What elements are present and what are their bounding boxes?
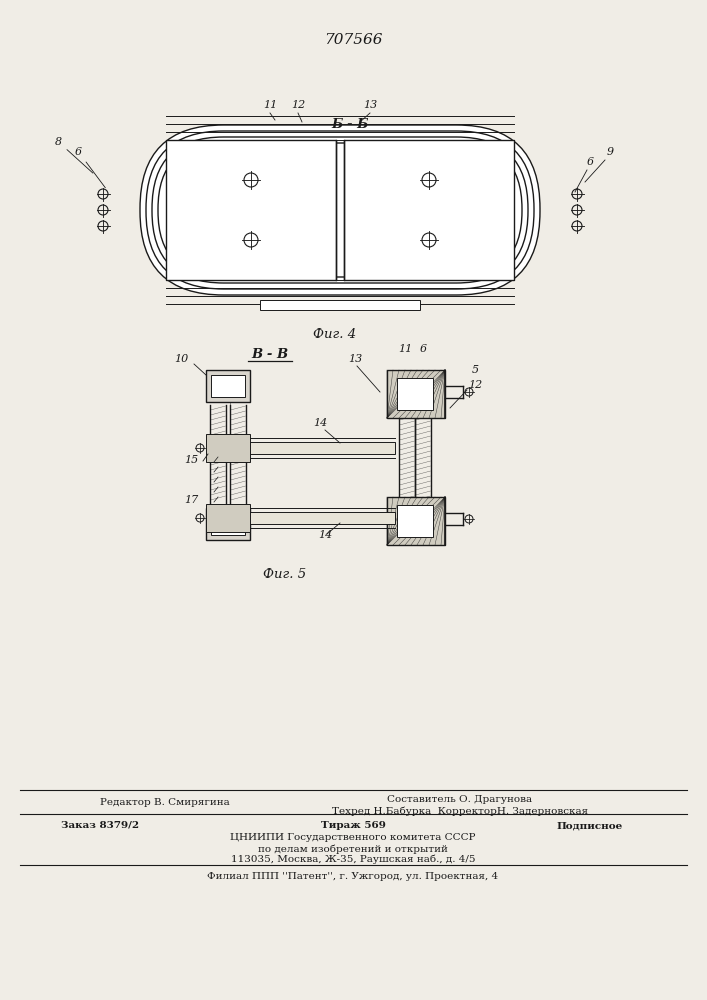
Bar — [240, 512, 395, 524]
FancyBboxPatch shape — [140, 125, 540, 295]
Text: по делам изобретений и открытий: по делам изобретений и открытий — [258, 844, 448, 854]
Text: 14: 14 — [313, 418, 327, 428]
Text: 6: 6 — [75, 147, 105, 188]
Bar — [206, 504, 250, 532]
Text: 10: 10 — [174, 354, 188, 364]
Bar — [387, 497, 445, 545]
Bar — [211, 375, 245, 397]
Text: 8: 8 — [55, 137, 93, 173]
Bar — [397, 378, 433, 410]
Text: В - В: В - В — [252, 349, 288, 361]
Text: ЦНИИПИ Государственного комитета СССР: ЦНИИПИ Государственного комитета СССР — [230, 833, 476, 842]
Text: 11: 11 — [263, 100, 277, 110]
Text: Техред Н.Бабурка  КорректорН. Задерновская: Техред Н.Бабурка КорректорН. Задерновска… — [332, 807, 588, 816]
Text: 11: 11 — [398, 344, 412, 354]
Bar — [387, 370, 445, 418]
Text: Подписное: Подписное — [557, 821, 623, 830]
Bar — [211, 513, 245, 535]
Text: 12: 12 — [291, 100, 305, 110]
Text: 17: 17 — [184, 495, 198, 505]
Text: 15: 15 — [184, 455, 198, 465]
Bar — [397, 505, 433, 537]
Text: Заказ 8379/2: Заказ 8379/2 — [61, 821, 139, 830]
Text: Редактор В. Смирягина: Редактор В. Смирягина — [100, 798, 230, 807]
Text: Филиал ППП ''Патент'', г. Ужгород, ул. Проектная, 4: Филиал ППП ''Патент'', г. Ужгород, ул. П… — [207, 872, 498, 881]
Bar — [206, 370, 250, 402]
Text: 113035, Москва, Ж-35, Раушская наб., д. 4/5: 113035, Москва, Ж-35, Раушская наб., д. … — [230, 855, 475, 864]
Text: Б - Б: Б - Б — [332, 118, 369, 131]
Text: 9: 9 — [607, 147, 614, 157]
Text: Фиг. 5: Фиг. 5 — [264, 568, 307, 582]
Text: 6: 6 — [419, 344, 426, 354]
Text: 6: 6 — [586, 157, 594, 167]
Text: Составитель О. Драгунова: Составитель О. Драгунова — [387, 795, 532, 804]
Bar — [240, 442, 395, 454]
Bar — [206, 508, 250, 540]
Text: 12: 12 — [468, 380, 482, 390]
Text: Тираж 569: Тираж 569 — [320, 821, 385, 830]
Text: 13: 13 — [363, 100, 377, 110]
Bar — [344, 140, 514, 280]
Bar — [206, 434, 250, 462]
Text: Фиг. 4: Фиг. 4 — [313, 328, 356, 342]
Text: 13: 13 — [348, 354, 362, 364]
Bar — [166, 140, 336, 280]
Text: 5: 5 — [472, 365, 479, 375]
Text: 707566: 707566 — [324, 33, 382, 47]
Bar — [260, 300, 420, 310]
Text: 14: 14 — [318, 530, 332, 540]
